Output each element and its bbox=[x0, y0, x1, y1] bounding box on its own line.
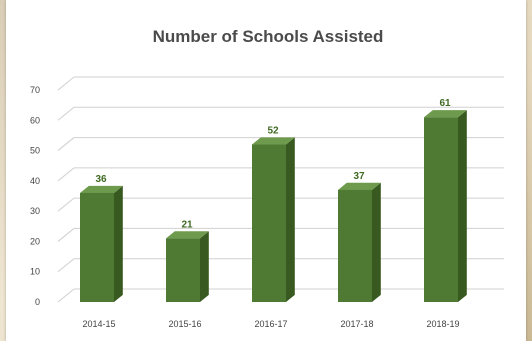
x-category-label: 2017-18 bbox=[340, 319, 373, 329]
bar-front bbox=[166, 238, 200, 302]
bar-front bbox=[252, 144, 286, 302]
bar-top bbox=[80, 185, 123, 193]
data-label: 21 bbox=[181, 219, 193, 230]
bar-chart: Number of Schools Assisted 0 10 20 30 40 50 60… bbox=[30, 27, 504, 329]
bar-side bbox=[372, 182, 381, 302]
y-tick-label: 50 bbox=[30, 146, 40, 156]
x-category-label: 2015-16 bbox=[168, 319, 201, 329]
data-labels: 36 21 52 37 61 bbox=[95, 98, 451, 230]
gridline-diagonal bbox=[57, 197, 75, 212]
gridline-diagonal bbox=[57, 258, 75, 273]
bar-top bbox=[252, 137, 295, 145]
gridline-diagonal bbox=[57, 76, 75, 91]
y-tick-label: 40 bbox=[30, 176, 40, 186]
x-axis-categories: 2014-15 2015-16 2016-17 2017-18 2018-19 bbox=[82, 319, 459, 329]
y-tick-label: 60 bbox=[30, 115, 40, 125]
bar-front bbox=[80, 192, 114, 302]
bar-side bbox=[114, 185, 123, 302]
chart-title: Number of Schools Assisted bbox=[153, 27, 384, 46]
bar-2017-18 bbox=[338, 182, 381, 302]
bar-front bbox=[338, 189, 372, 302]
bar-2016-17 bbox=[252, 137, 295, 302]
gridline-diagonal bbox=[57, 288, 75, 303]
gridline-diagonal bbox=[57, 137, 75, 151]
y-tick-label: 70 bbox=[30, 85, 40, 95]
y-tick-label: 20 bbox=[30, 236, 40, 246]
y-tick-label: 30 bbox=[30, 206, 40, 216]
bar-top bbox=[424, 110, 467, 118]
bar-2014-15 bbox=[80, 185, 123, 302]
bar-top bbox=[166, 231, 209, 239]
bar-front bbox=[424, 117, 458, 302]
data-label: 61 bbox=[439, 98, 451, 109]
gridline-diagonal bbox=[57, 167, 75, 182]
gridline-diagonal bbox=[57, 106, 75, 121]
x-category-label: 2014-15 bbox=[82, 319, 115, 329]
x-category-label: 2018-19 bbox=[426, 319, 459, 329]
gridline-diagonal bbox=[57, 228, 75, 242]
bar-top bbox=[338, 182, 381, 190]
y-tick-label: 10 bbox=[30, 267, 40, 277]
bar-2018-19 bbox=[424, 110, 467, 302]
y-tick-label: 0 bbox=[35, 297, 40, 307]
chart-panel: Number of Schools Assisted 0 10 20 30 40 50 60… bbox=[6, 0, 526, 341]
bar-side bbox=[286, 137, 295, 302]
bar-side bbox=[458, 110, 467, 302]
bars bbox=[80, 110, 467, 302]
data-label: 36 bbox=[95, 174, 107, 185]
x-category-label: 2016-17 bbox=[254, 319, 287, 329]
bar-side bbox=[200, 231, 209, 302]
data-label: 52 bbox=[267, 125, 279, 136]
y-axis-ticks: 0 10 20 30 40 50 60 70 bbox=[30, 85, 40, 307]
data-label: 37 bbox=[353, 171, 365, 182]
bar-2015-16 bbox=[166, 231, 209, 302]
